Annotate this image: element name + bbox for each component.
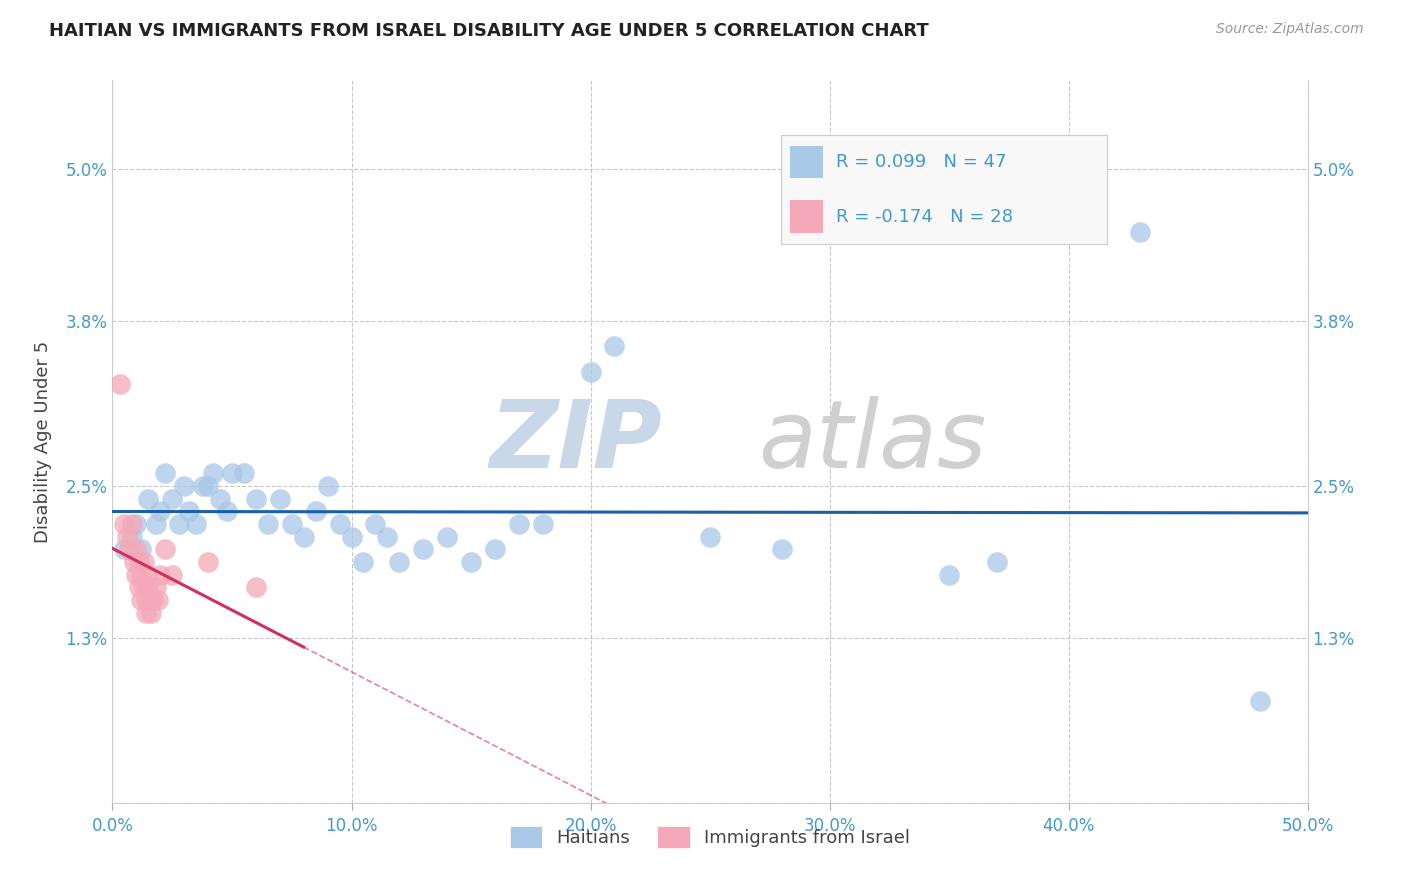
Point bbox=[149, 504, 172, 518]
Point bbox=[121, 516, 143, 531]
Point bbox=[388, 555, 411, 569]
Point bbox=[340, 530, 363, 544]
Y-axis label: Disability Age Under 5: Disability Age Under 5 bbox=[34, 341, 52, 542]
Point bbox=[138, 491, 160, 506]
Text: atlas: atlas bbox=[758, 396, 986, 487]
Point bbox=[139, 593, 162, 607]
Point bbox=[153, 467, 176, 481]
Point bbox=[125, 542, 148, 557]
Text: ZIP: ZIP bbox=[489, 395, 662, 488]
Point bbox=[377, 530, 399, 544]
Point bbox=[122, 555, 145, 569]
Point bbox=[436, 530, 458, 544]
Point bbox=[209, 491, 232, 506]
Point bbox=[129, 593, 152, 607]
Point bbox=[138, 567, 160, 582]
Point bbox=[118, 542, 141, 557]
Point bbox=[145, 580, 167, 594]
Point bbox=[484, 542, 506, 557]
Point bbox=[245, 580, 267, 594]
Text: Source: ZipAtlas.com: Source: ZipAtlas.com bbox=[1216, 22, 1364, 37]
Point bbox=[135, 606, 157, 620]
Point bbox=[177, 504, 200, 518]
Point bbox=[316, 479, 339, 493]
Legend: Haitians, Immigrants from Israel: Haitians, Immigrants from Israel bbox=[502, 819, 918, 855]
Point bbox=[233, 467, 256, 481]
Point bbox=[162, 491, 183, 506]
Point bbox=[986, 555, 1008, 569]
Point bbox=[125, 567, 148, 582]
Point bbox=[128, 555, 150, 569]
Point bbox=[129, 542, 152, 557]
Text: R = 0.099   N = 47: R = 0.099 N = 47 bbox=[837, 153, 1007, 171]
Point bbox=[197, 479, 219, 493]
Point bbox=[138, 580, 160, 594]
Point bbox=[149, 567, 172, 582]
Point bbox=[197, 555, 219, 569]
Point bbox=[269, 491, 291, 506]
Point bbox=[579, 365, 602, 379]
Point bbox=[603, 339, 626, 353]
Point bbox=[508, 516, 530, 531]
Point bbox=[329, 516, 352, 531]
Point bbox=[352, 555, 374, 569]
Point bbox=[460, 555, 482, 569]
Point bbox=[257, 516, 280, 531]
Point bbox=[142, 593, 165, 607]
Bar bbox=[790, 145, 823, 178]
Point bbox=[699, 530, 721, 544]
Point bbox=[125, 516, 148, 531]
Point bbox=[121, 530, 143, 544]
Point bbox=[132, 580, 155, 594]
Point bbox=[108, 377, 131, 392]
Point bbox=[128, 580, 150, 594]
Point bbox=[186, 516, 208, 531]
Point bbox=[162, 567, 183, 582]
Point bbox=[292, 530, 315, 544]
Point bbox=[173, 479, 195, 493]
Point bbox=[169, 516, 191, 531]
Text: R = -0.174   N = 28: R = -0.174 N = 28 bbox=[837, 208, 1014, 226]
Point bbox=[193, 479, 215, 493]
Point bbox=[364, 516, 387, 531]
Point bbox=[245, 491, 267, 506]
Point bbox=[114, 516, 135, 531]
Point bbox=[201, 467, 224, 481]
Bar bbox=[790, 201, 823, 234]
Point bbox=[281, 516, 304, 531]
Point bbox=[938, 567, 960, 582]
Point bbox=[146, 593, 169, 607]
Point bbox=[115, 530, 138, 544]
Point bbox=[1129, 226, 1152, 240]
Point bbox=[531, 516, 554, 531]
Point bbox=[412, 542, 434, 557]
Point bbox=[305, 504, 328, 518]
Point bbox=[153, 542, 176, 557]
Point bbox=[114, 542, 135, 557]
Point bbox=[217, 504, 239, 518]
Point bbox=[221, 467, 243, 481]
Text: HAITIAN VS IMMIGRANTS FROM ISRAEL DISABILITY AGE UNDER 5 CORRELATION CHART: HAITIAN VS IMMIGRANTS FROM ISRAEL DISABI… bbox=[49, 22, 929, 40]
Point bbox=[132, 555, 155, 569]
Point bbox=[145, 516, 167, 531]
Point bbox=[135, 593, 157, 607]
Point bbox=[1249, 694, 1271, 708]
Point bbox=[129, 567, 152, 582]
Point bbox=[139, 606, 162, 620]
Point bbox=[770, 542, 793, 557]
